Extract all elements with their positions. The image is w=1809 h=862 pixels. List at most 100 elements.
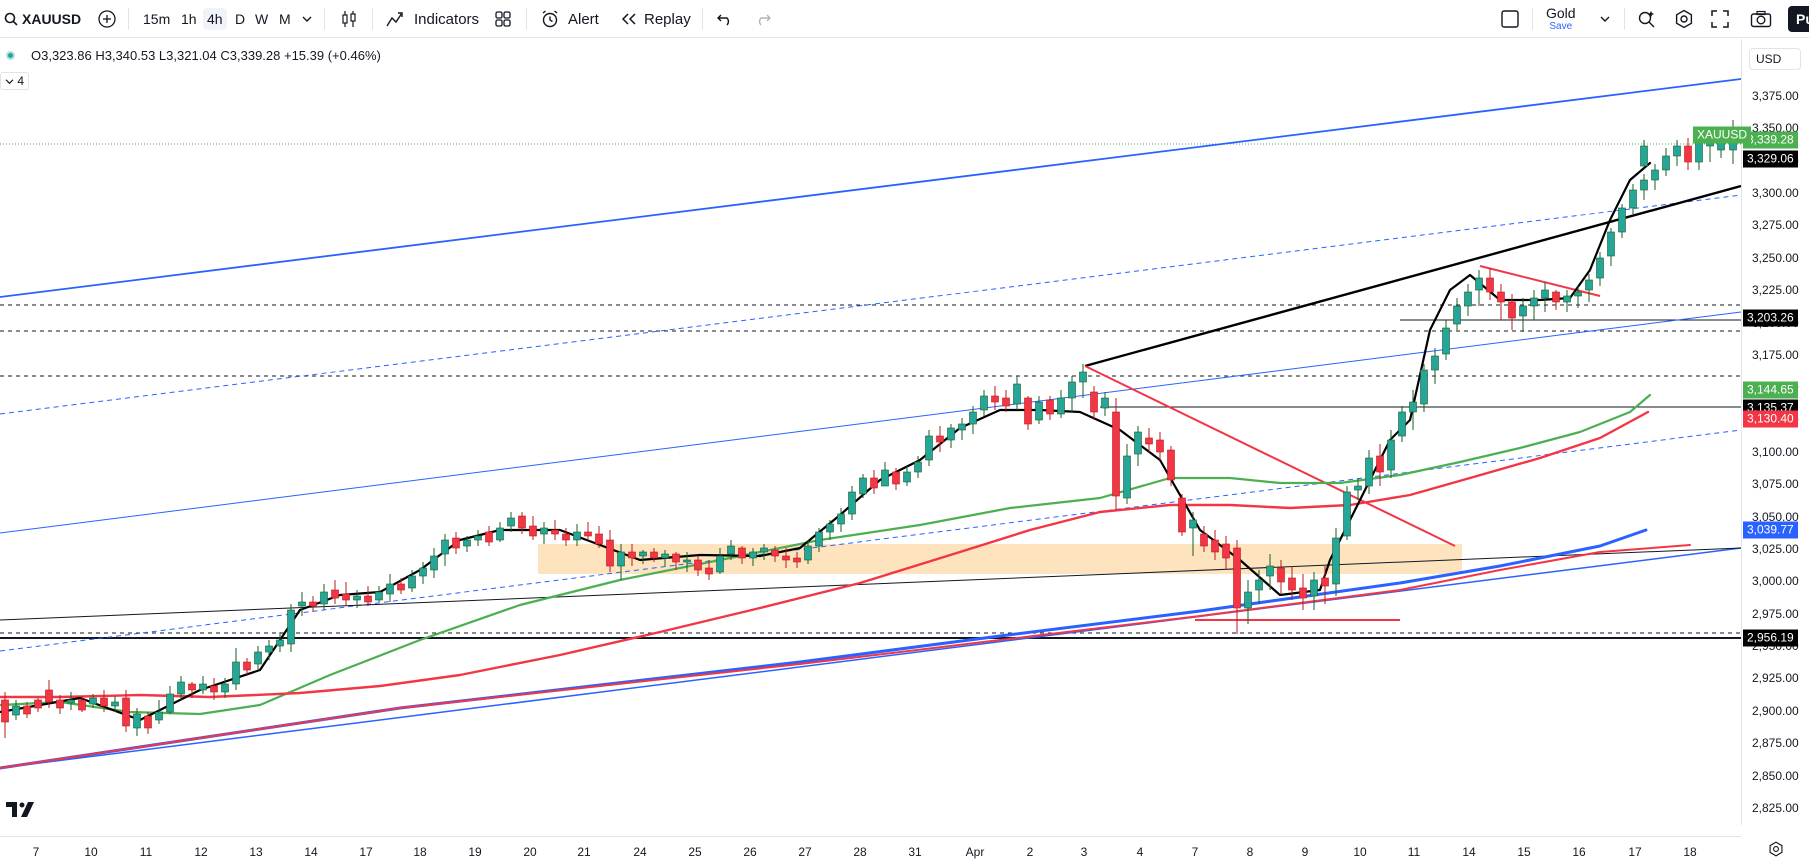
- indicators-label: Indicators: [414, 10, 480, 28]
- time-tick: 9: [1301, 845, 1309, 859]
- time-tick: 17: [359, 845, 373, 859]
- undo-button[interactable]: [716, 0, 734, 38]
- price-label: 3,329.06: [1743, 150, 1798, 168]
- time-tick: 31: [908, 845, 922, 859]
- layouts-button[interactable]: [494, 0, 512, 38]
- price-tick: 2,875.00: [1752, 736, 1799, 751]
- timeframe-1h[interactable]: 1h: [181, 11, 197, 27]
- time-tick: 10: [84, 845, 98, 859]
- price-label: 3,039.77: [1743, 521, 1798, 539]
- candle-body: [1541, 289, 1549, 299]
- time-axis[interactable]: 7 10 11 12 13 14 17 18 19 20 21 24 25 26 27 28 31 Apr 2 3 4 7…: [0, 836, 1741, 862]
- tradingview-logo[interactable]: [6, 800, 36, 818]
- candle-body: [584, 531, 592, 537]
- candle-body: [617, 551, 625, 567]
- timeframe-4h-wrap[interactable]: 4h: [203, 0, 227, 38]
- price-tick: 3,250.00: [1752, 250, 1799, 265]
- redo-button[interactable]: [754, 0, 772, 38]
- chevron-down-icon: [302, 16, 312, 22]
- time-tick: 7: [1191, 845, 1199, 859]
- divider: [324, 8, 325, 30]
- snapshot-button[interactable]: [1750, 0, 1772, 38]
- candle-body: [551, 529, 559, 535]
- candle-body: [573, 531, 581, 541]
- candle-body: [100, 697, 108, 707]
- candle-body: [1222, 543, 1230, 559]
- candle-body: [287, 609, 295, 645]
- fullscreen-toggle[interactable]: [1500, 0, 1520, 38]
- candle-body: [12, 705, 20, 716]
- price-axis[interactable]: 3,375.003,350.003,325.003,300.003,275.00…: [1741, 39, 1809, 825]
- candle-body: [1079, 371, 1087, 383]
- candle-body: [331, 589, 339, 599]
- replay-button[interactable]: Replay: [620, 0, 691, 38]
- channel-upper-line: [0, 78, 1741, 298]
- candle-body: [848, 491, 856, 515]
- grid-icon: [495, 11, 511, 27]
- indicator-count: 4: [17, 74, 25, 88]
- timeframe-m[interactable]: M: [279, 11, 291, 27]
- timeframe-dropdown[interactable]: [302, 0, 312, 38]
- publish-button[interactable]: Pu: [1788, 0, 1809, 38]
- currency-select[interactable]: USD: [1749, 48, 1801, 70]
- gear-icon: [1675, 9, 1693, 29]
- chart-type-button[interactable]: [340, 0, 358, 38]
- candle-body: [760, 547, 768, 553]
- top-toolbar: XAUUSD 15m 1h 4h D W M Indicators Alert …: [0, 0, 1809, 38]
- trend-line-black: [1084, 184, 1741, 368]
- candle-body: [265, 645, 273, 653]
- candle-body: [628, 551, 636, 559]
- add-symbol-button[interactable]: [98, 0, 116, 38]
- candle-body: [1112, 411, 1120, 497]
- price-chart[interactable]: [0, 39, 1741, 836]
- time-tick: 11: [139, 845, 153, 859]
- candle-body: [1640, 179, 1648, 191]
- symbol-search[interactable]: XAUUSD: [4, 0, 81, 38]
- alert-label: Alert: [568, 10, 599, 28]
- price-tick: 2,975.00: [1752, 606, 1799, 621]
- save-label: Save: [1549, 21, 1573, 32]
- candle-body: [980, 395, 988, 411]
- candle-body: [320, 591, 328, 605]
- candle-body: [1508, 301, 1516, 319]
- timeframe-w[interactable]: W: [255, 11, 269, 27]
- channel-bottom-line: [0, 547, 1741, 769]
- alert-button[interactable]: Alert: [540, 0, 599, 38]
- quick-search-button[interactable]: [1637, 0, 1657, 38]
- ma-red-long-line: [0, 544, 1691, 769]
- candle-body: [430, 555, 438, 571]
- candle-body: [1409, 401, 1417, 413]
- candle-body: [1211, 539, 1219, 553]
- fullscreen-button[interactable]: [1711, 0, 1729, 38]
- settings-button[interactable]: [1674, 0, 1694, 38]
- candle-body: [914, 461, 922, 473]
- timeframe-15m[interactable]: 15m: [143, 11, 171, 27]
- price-tick: 3,025.00: [1752, 542, 1799, 557]
- publish-label[interactable]: Pu: [1788, 6, 1809, 32]
- price-tick: 2,900.00: [1752, 703, 1799, 718]
- indicators-button[interactable]: Indicators: [386, 0, 479, 38]
- chart-settings-button[interactable]: [1768, 840, 1784, 858]
- layout-dropdown[interactable]: [1600, 0, 1610, 38]
- candle-body: [485, 531, 493, 543]
- price-label: 3,144.65: [1743, 381, 1798, 399]
- time-tick: 3: [1080, 845, 1088, 859]
- channel-lower-line: [0, 429, 1741, 652]
- pennant-line: [1479, 265, 1601, 297]
- candle-body: [1387, 439, 1395, 471]
- time-tick: 25: [688, 845, 702, 859]
- candle-body: [1244, 591, 1252, 609]
- candle-body: [353, 595, 361, 601]
- timeframe-4h[interactable]: 4h: [203, 8, 227, 30]
- search-icon: [4, 12, 18, 26]
- camera-icon: [1750, 10, 1772, 28]
- candle-body: [221, 683, 229, 693]
- candle-body: [34, 699, 42, 709]
- timeframe-d[interactable]: D: [235, 11, 246, 27]
- demand-zone: [538, 544, 1462, 574]
- time-tick: 18: [1683, 845, 1697, 859]
- candle-body: [1607, 231, 1615, 257]
- legend-collapse-button[interactable]: 4: [0, 72, 30, 90]
- candle-body: [1024, 397, 1032, 425]
- save-layout-button[interactable]: Gold Save: [1546, 0, 1576, 38]
